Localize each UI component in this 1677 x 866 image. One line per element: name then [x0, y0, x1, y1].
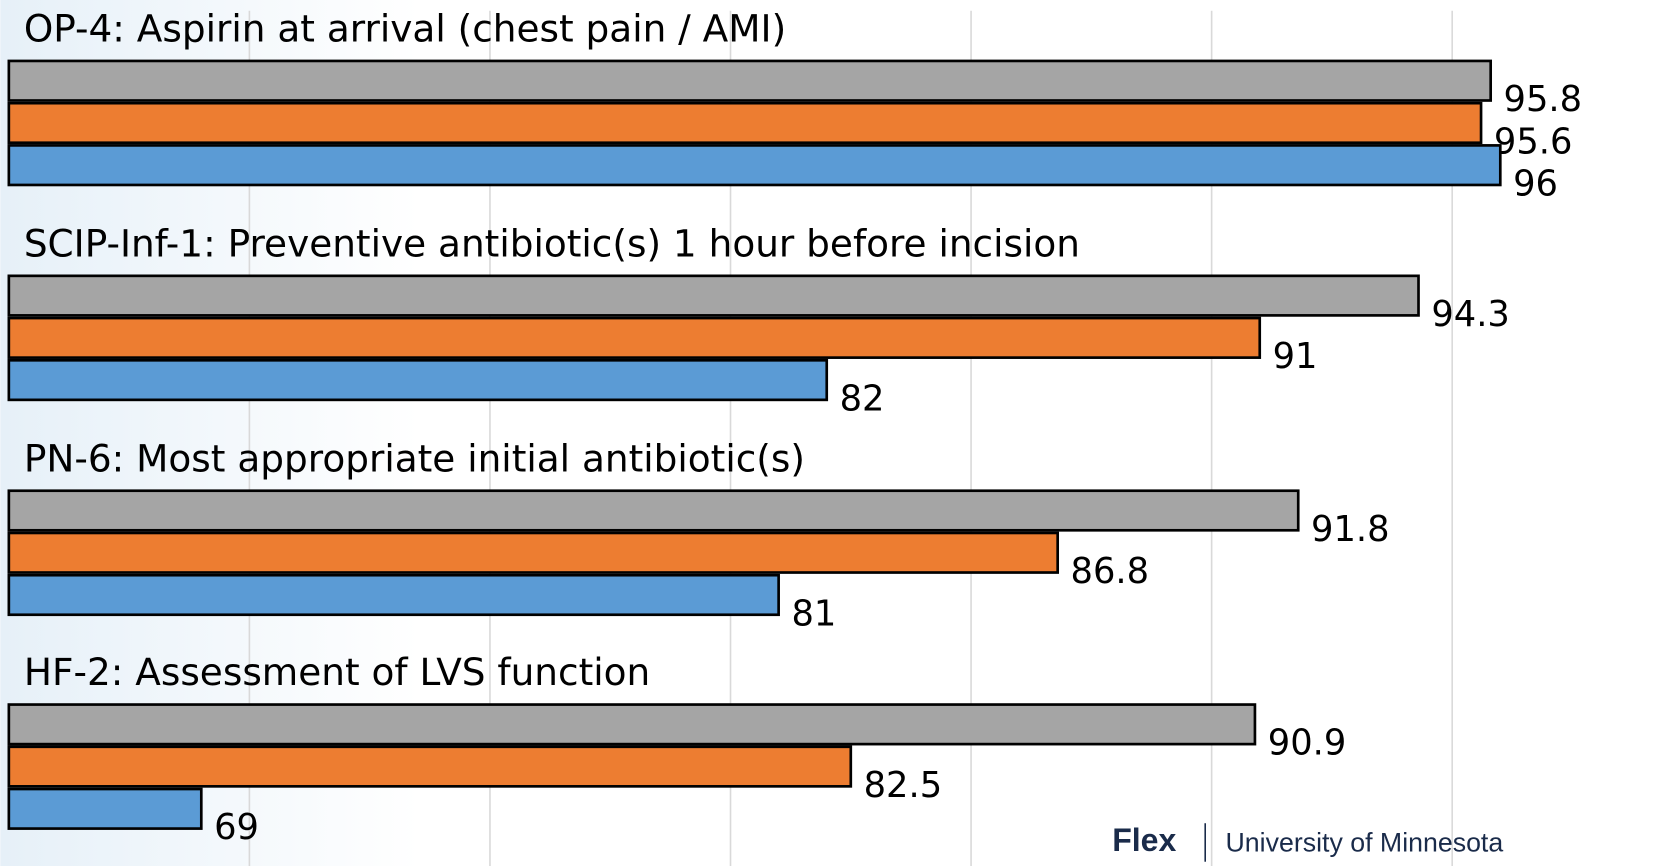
bar [7, 787, 203, 830]
bar [7, 101, 1483, 145]
value-label: 81 [791, 593, 836, 634]
category-label: PN-6: Most appropriate initial antibioti… [24, 436, 805, 480]
bar [7, 274, 1420, 317]
bars: OP-4: Aspirin at arrival (chest pain / A… [7, 7, 1583, 848]
category-label: HF-2: Assessment of LVS function [24, 650, 650, 694]
value-label: 82 [840, 378, 885, 419]
bar [7, 745, 853, 788]
value-label: 91.8 [1311, 509, 1390, 550]
value-label: 94.3 [1431, 294, 1510, 335]
bar [7, 573, 780, 617]
bar [7, 703, 1257, 746]
value-label: 90.9 [1268, 723, 1347, 764]
value-label: 96 [1513, 163, 1558, 204]
bar [7, 316, 1262, 359]
brand: Flex [1112, 822, 1176, 858]
category-label: SCIP-Inf-1: Preventive antibiotic(s) 1 h… [24, 221, 1080, 265]
bar [7, 358, 829, 402]
bar [7, 489, 1300, 532]
value-label: 95.8 [1504, 79, 1583, 120]
bar [7, 59, 1493, 102]
value-label: 95.6 [1494, 121, 1573, 162]
bar [7, 531, 1060, 574]
value-label: 91 [1273, 336, 1318, 377]
org: University of Minnesota [1226, 828, 1504, 858]
category-label: OP-4: Aspirin at arrival (chest pain / A… [24, 7, 786, 51]
footer: Flex University of Minnesota [1112, 822, 1503, 862]
value-label: 82.5 [864, 765, 943, 806]
value-label: 86.8 [1071, 551, 1150, 592]
value-label: 69 [214, 807, 259, 848]
bar [7, 144, 1502, 187]
